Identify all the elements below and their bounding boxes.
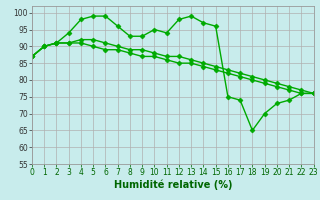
X-axis label: Humidité relative (%): Humidité relative (%) xyxy=(114,180,232,190)
